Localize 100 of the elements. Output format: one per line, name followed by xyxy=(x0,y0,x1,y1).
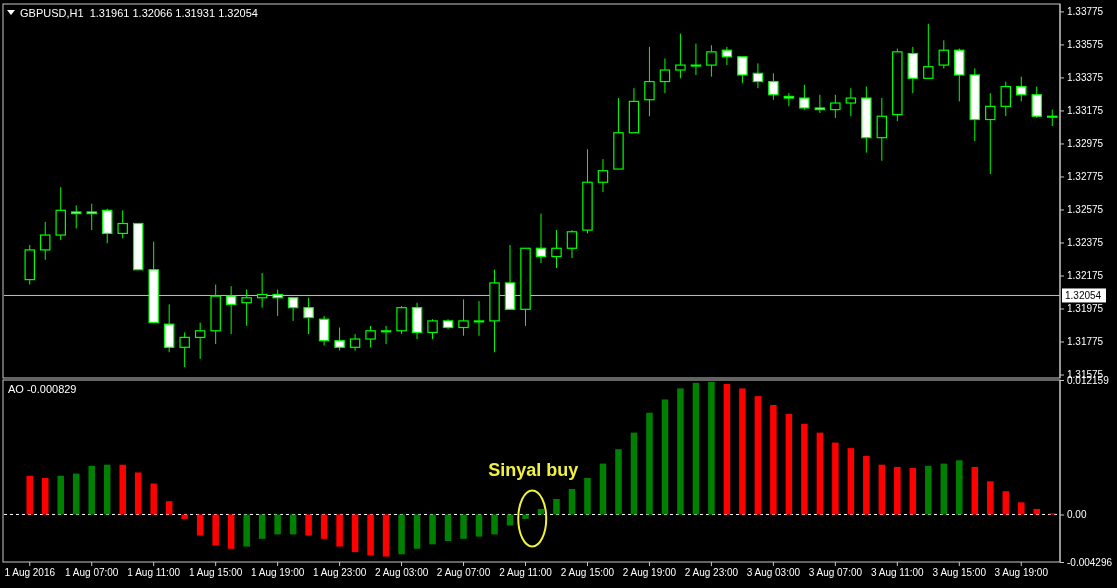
candlestick xyxy=(86,203,97,231)
bar xyxy=(754,396,762,515)
x-tick-label: 2 Aug 03:00 xyxy=(374,567,429,579)
bar xyxy=(568,489,576,515)
candlestick xyxy=(985,92,996,175)
annotation: Sinyal buy xyxy=(488,460,579,481)
candlestick xyxy=(318,315,330,347)
bar xyxy=(1018,502,1025,515)
candlestick xyxy=(225,285,237,335)
bar xyxy=(692,382,700,515)
bar xyxy=(506,514,514,526)
bar xyxy=(553,499,560,515)
candlestick xyxy=(101,208,113,244)
bar xyxy=(522,514,529,519)
bar xyxy=(88,465,95,515)
bar xyxy=(165,501,173,515)
bar xyxy=(320,514,328,539)
bar xyxy=(1002,491,1010,515)
candlestick xyxy=(551,229,562,269)
bar xyxy=(243,514,250,547)
x-tick-label: 1 Aug 2016 xyxy=(4,567,56,579)
y-tick-label: 1.32175 xyxy=(1067,270,1104,282)
candlestick xyxy=(303,297,314,335)
bar xyxy=(196,514,204,536)
bar xyxy=(816,432,824,515)
x-tick-label: 3 Aug 03:00 xyxy=(746,567,801,579)
x-tick-label: 1 Aug 15:00 xyxy=(188,567,243,579)
bar xyxy=(134,472,142,515)
bar xyxy=(708,381,715,515)
y-tick-label: 1.33575 xyxy=(1067,39,1104,51)
candlestick xyxy=(241,289,252,327)
candlestick xyxy=(39,221,51,261)
y-tick-label: 1.32375 xyxy=(1067,237,1104,249)
candlestick xyxy=(876,97,888,162)
candlestick xyxy=(675,33,686,79)
bar xyxy=(925,465,932,515)
chart-title: AO -0.000829 xyxy=(8,383,77,395)
bar xyxy=(677,388,684,515)
candlestick xyxy=(117,209,128,239)
candlestick xyxy=(1031,86,1043,119)
x-tick-label: 1 Aug 23:00 xyxy=(312,567,367,579)
bar xyxy=(971,466,979,515)
x-tick-label: 2 Aug 11:00 xyxy=(499,567,553,579)
y-tick-label: 1.33775 xyxy=(1067,6,1104,18)
bar xyxy=(258,514,266,539)
bar xyxy=(599,463,607,515)
bar xyxy=(103,464,111,515)
candlestick xyxy=(194,322,206,360)
bar xyxy=(460,514,467,539)
ref-line-label: 1.32054 xyxy=(1065,290,1102,302)
x-tick-label: 3 Aug 11:00 xyxy=(871,567,925,579)
x-tick-label: 3 Aug 07:00 xyxy=(808,567,863,579)
bar xyxy=(119,464,126,515)
bar xyxy=(739,388,746,515)
candlestick xyxy=(768,72,779,101)
bar xyxy=(630,432,638,515)
bar xyxy=(181,514,188,519)
candlestick xyxy=(287,297,299,322)
candlestick xyxy=(70,204,82,229)
candlestick xyxy=(830,94,841,119)
bar xyxy=(398,514,405,555)
candlestick xyxy=(396,305,407,335)
bar xyxy=(863,455,870,515)
candlestick xyxy=(566,229,578,259)
bar xyxy=(723,383,731,515)
candlestick xyxy=(597,158,609,193)
candlestick xyxy=(272,289,283,317)
candlestick xyxy=(163,303,175,353)
candlestick xyxy=(706,44,717,78)
candlestick xyxy=(535,213,547,264)
candlestick xyxy=(473,300,485,337)
candlestick xyxy=(365,325,376,348)
bar xyxy=(351,514,359,553)
bar xyxy=(956,460,963,515)
bar xyxy=(429,514,436,545)
bar xyxy=(909,468,917,515)
bar xyxy=(832,442,839,515)
bar xyxy=(940,463,948,515)
bar xyxy=(72,473,80,515)
bar xyxy=(150,483,157,515)
candlestick xyxy=(737,56,748,84)
candlestick xyxy=(1016,76,1027,102)
candlestick xyxy=(783,92,795,107)
bar xyxy=(305,514,312,536)
y-tick-label: 1.33175 xyxy=(1067,105,1104,117)
bar xyxy=(661,399,669,515)
bar xyxy=(878,464,886,515)
bar xyxy=(274,514,281,535)
bar xyxy=(615,449,622,515)
bar xyxy=(491,514,498,535)
y-tick-label: 1.32575 xyxy=(1067,204,1104,216)
candlestick xyxy=(380,325,392,345)
bar xyxy=(227,514,235,549)
bar xyxy=(212,514,219,546)
y-tick-label: 0.00 xyxy=(1067,509,1087,521)
x-tick-label: 3 Aug 15:00 xyxy=(932,567,987,579)
bar xyxy=(847,448,855,515)
chart-title: GBPUSD,H1 1.31961 1.32066 1.31931 1.32054 xyxy=(20,7,258,19)
candlestick xyxy=(845,87,857,117)
bar xyxy=(336,514,343,547)
